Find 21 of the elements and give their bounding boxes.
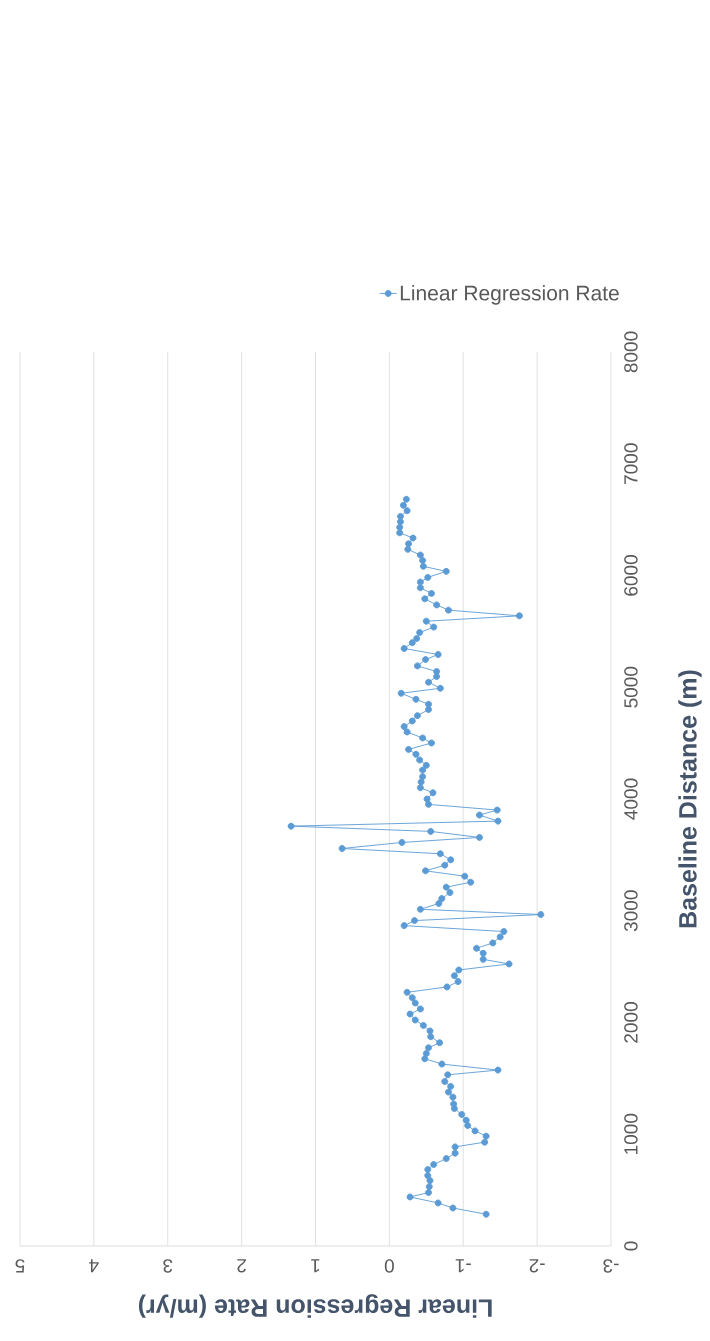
- y-tick-label: 2000: [624, 1002, 638, 1043]
- y-tick-label: 6000: [624, 555, 638, 596]
- x-tick-label: 1: [311, 1259, 320, 1273]
- x-tick-label: 0: [384, 1259, 394, 1273]
- x-tick-label: 3: [163, 1259, 173, 1273]
- x-tick-label: -2: [529, 1259, 545, 1273]
- x-tick-label: 5: [15, 1259, 25, 1273]
- y-tick-label: 0: [624, 1241, 638, 1251]
- legend-label: Linear Regression Rate: [400, 285, 619, 305]
- y-tick-label: 7000: [624, 443, 638, 484]
- y-tick-label: 3000: [624, 890, 638, 932]
- x-tick-label: 4: [89, 1259, 99, 1273]
- x-axis-title: Linear Regression Rate (m/yr): [138, 1294, 492, 1318]
- x-tick-label: -1: [455, 1259, 471, 1273]
- x-tick-label: -3: [603, 1259, 619, 1273]
- y-tick-label: 1000: [624, 1113, 638, 1154]
- y-axis-title: Baseline Distance (m): [678, 670, 702, 928]
- y-tick-label: 8000: [624, 331, 638, 373]
- x-tick-label: 2: [237, 1259, 246, 1273]
- y-tick-label: 4000: [624, 778, 638, 820]
- y-tick-label: 5000: [624, 666, 638, 708]
